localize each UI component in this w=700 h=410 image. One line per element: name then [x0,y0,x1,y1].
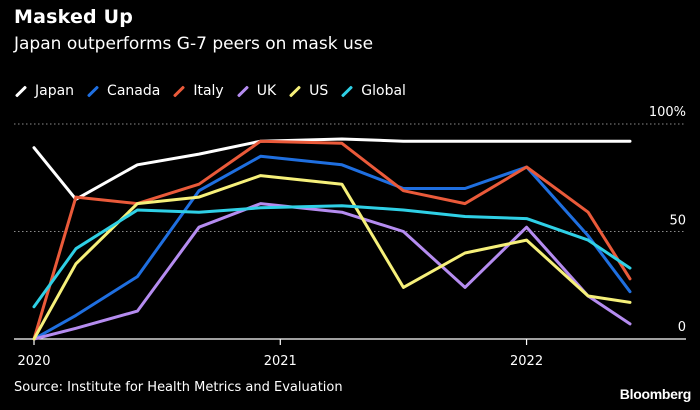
chart-title: Masked Up [14,6,134,28]
x-tick-label-2020: 2020 [17,354,50,369]
legend-item-japan: Japan [14,83,74,99]
chart-axes: 0 50 100% 2020 2021 2022 [14,105,686,369]
x-tick-label-2021: 2021 [264,354,297,369]
chart-legend: Japan Canada Italy UK US Global [14,80,418,102]
series-line-global [32,204,632,309]
legend-item-italy: Italy [172,83,224,99]
legend-item-global: Global [340,83,406,99]
source-note: Source: Institute for Health Metrics and… [14,380,343,395]
y-tick-label-50: 50 [669,214,686,229]
brand-logo: Bloomberg [619,386,692,402]
series-line-uk [32,202,632,341]
chart-series [32,137,632,341]
legend-label-global: Global [361,83,406,99]
y-tick-label-0: 0 [678,320,686,335]
series-line-canada [32,154,632,341]
x-tick-label-2022: 2022 [510,354,543,369]
legend-item-canada: Canada [86,83,160,99]
legend-item-uk: UK [236,83,276,99]
legend-item-us: US [288,83,328,99]
legend-label-italy: Italy [193,83,224,99]
series-line-japan [32,137,632,201]
chart-subtitle: Japan outperforms G-7 peers on mask use [14,34,374,54]
legend-label-uk: UK [256,83,277,99]
chart-grid [14,123,686,232]
legend-label-canada: Canada [107,83,161,99]
series-line-italy [32,139,632,341]
y-tick-label-100: 100% [649,105,686,120]
legend-label-us: US [309,83,329,99]
legend-label-japan: Japan [35,83,75,99]
